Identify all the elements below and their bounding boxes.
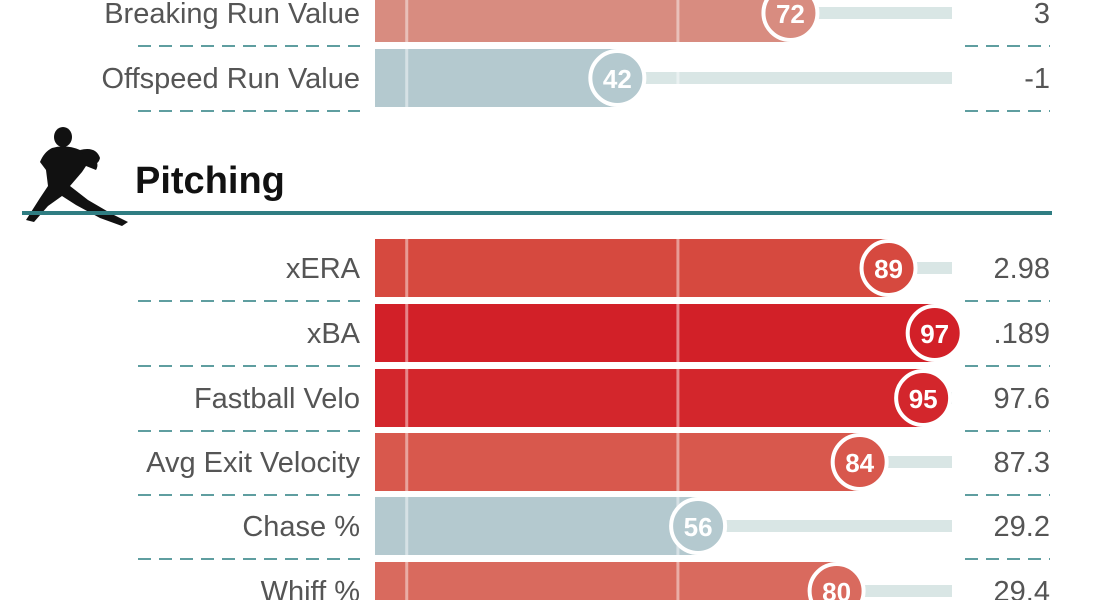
- percentile-label: 95: [909, 384, 938, 414]
- percentile-bar: [375, 49, 618, 107]
- percentile-track: [836, 585, 952, 597]
- pitcher-silhouette-icon: [26, 127, 128, 226]
- percentile-bar: [375, 304, 935, 362]
- percentile-marker: [807, 562, 866, 600]
- metric-row: 56 Chase % 29.2: [138, 497, 1050, 560]
- metric-label: Fastball Velo: [194, 383, 360, 415]
- metric-label: Breaking Run Value: [104, 0, 360, 30]
- section-title-pitching: Pitching: [135, 160, 285, 202]
- metric-row: 72 Breaking Run Value 3: [104, 0, 1050, 47]
- metric-value: 3: [1034, 0, 1050, 30]
- metric-value: 2.98: [994, 253, 1050, 285]
- percentile-marker: [761, 0, 820, 42]
- metric-label: Offspeed Run Value: [102, 63, 361, 95]
- metric-row: 89 xERA 2.98: [138, 239, 1050, 302]
- metric-value: 29.2: [994, 511, 1050, 543]
- metric-row: 80 Whiff % 29.4: [261, 562, 1050, 600]
- metric-value: 87.3: [994, 447, 1050, 479]
- percentile-bar: [375, 369, 924, 427]
- metric-row: 42 Offspeed Run Value -1: [102, 49, 1050, 112]
- percentile-bar: [375, 562, 837, 600]
- percentile-bar: [375, 497, 699, 555]
- section-rule: [22, 211, 1052, 215]
- metric-value: .189: [994, 318, 1050, 350]
- metric-row: 97 xBA .189: [138, 304, 1050, 367]
- percentile-label: 97: [920, 319, 949, 349]
- metric-value: 29.4: [994, 576, 1050, 600]
- section-header: Pitching: [22, 127, 1052, 226]
- percentile-track: [790, 7, 952, 19]
- percentile-label: 56: [684, 512, 713, 542]
- percentile-label: 72: [776, 0, 805, 29]
- percentile-label: 80: [822, 577, 851, 600]
- percentile-bar: [375, 0, 791, 42]
- percentile-label: 84: [845, 448, 874, 478]
- metric-value: -1: [1024, 63, 1050, 95]
- metric-row: 95 Fastball Velo 97.6: [138, 369, 1050, 432]
- percentile-marker: [905, 304, 964, 362]
- percentile-bar: [375, 433, 860, 491]
- percentile-track: [617, 72, 952, 84]
- metric-label: Chase %: [242, 511, 360, 543]
- percentile-marker: [859, 239, 918, 297]
- metric-label: Whiff %: [261, 576, 360, 600]
- percentile-marker: [830, 433, 889, 491]
- percentile-marker: [669, 497, 728, 555]
- percentile-track: [698, 520, 952, 532]
- metric-label: xERA: [286, 253, 361, 285]
- metric-row: 84 Avg Exit Velocity 87.3: [138, 433, 1050, 496]
- percentile-bar: [375, 239, 889, 297]
- metric-label: xBA: [307, 318, 361, 350]
- percentile-marker: [894, 369, 953, 427]
- metric-label: Avg Exit Velocity: [146, 447, 360, 479]
- percentile-marker: [588, 49, 647, 107]
- percentile-label: 42: [603, 64, 632, 94]
- metric-value: 97.6: [994, 383, 1050, 415]
- rows-layer: 72 Breaking Run Value 3 42 Offspeed Run Valu…: [102, 0, 1050, 600]
- percentile-label: 89: [874, 254, 903, 284]
